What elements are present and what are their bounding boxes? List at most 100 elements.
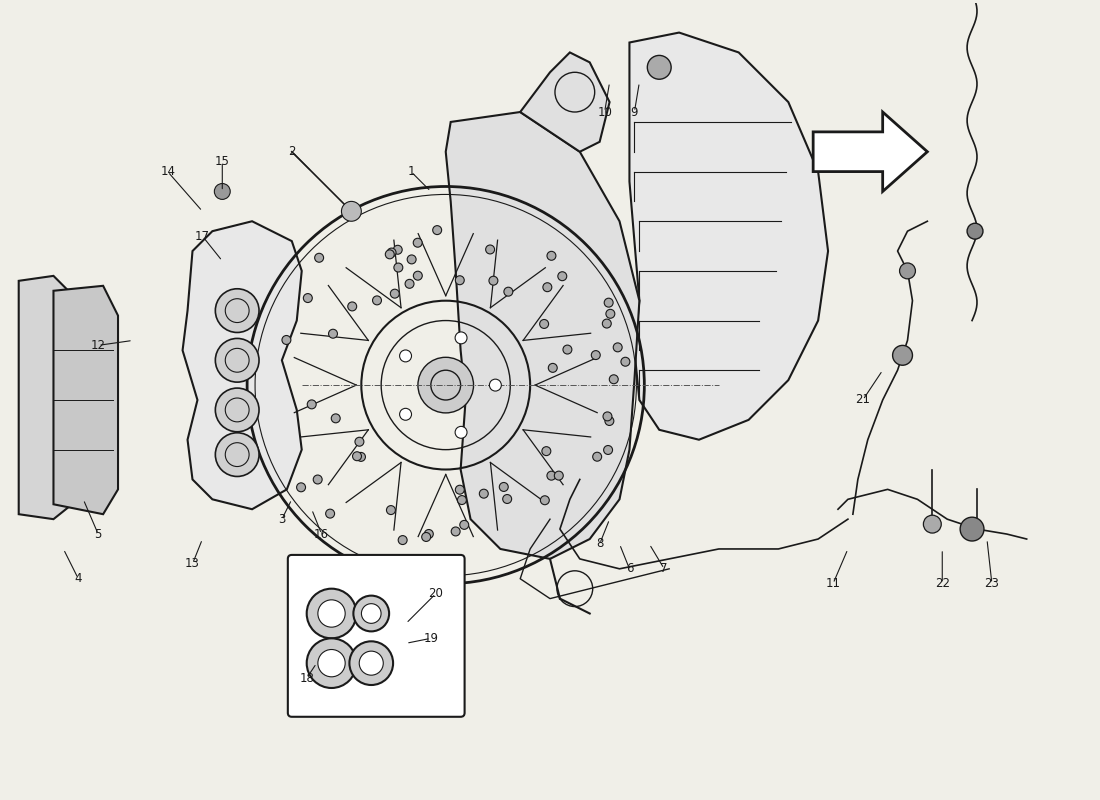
- Text: 23: 23: [984, 578, 999, 590]
- Polygon shape: [446, 112, 639, 559]
- Circle shape: [414, 238, 422, 247]
- Circle shape: [394, 246, 403, 254]
- Circle shape: [282, 335, 290, 345]
- Text: 12: 12: [90, 339, 106, 352]
- Circle shape: [485, 245, 495, 254]
- Circle shape: [900, 263, 915, 279]
- Circle shape: [356, 453, 365, 462]
- Circle shape: [604, 446, 613, 454]
- Text: 18: 18: [299, 671, 315, 685]
- Circle shape: [341, 202, 361, 222]
- Polygon shape: [813, 112, 927, 191]
- Circle shape: [647, 55, 671, 79]
- Circle shape: [399, 350, 411, 362]
- Circle shape: [216, 338, 258, 382]
- Circle shape: [603, 412, 612, 421]
- Text: 10: 10: [597, 106, 612, 118]
- Circle shape: [386, 506, 395, 514]
- Circle shape: [455, 332, 468, 344]
- Circle shape: [355, 438, 364, 446]
- Polygon shape: [54, 286, 118, 514]
- Polygon shape: [520, 53, 609, 152]
- Circle shape: [613, 343, 623, 352]
- Circle shape: [216, 388, 258, 432]
- Text: 17: 17: [195, 230, 210, 242]
- Polygon shape: [183, 222, 301, 510]
- Circle shape: [399, 408, 411, 420]
- Circle shape: [488, 276, 498, 285]
- Circle shape: [543, 282, 552, 292]
- Circle shape: [360, 651, 383, 675]
- Circle shape: [563, 345, 572, 354]
- Circle shape: [314, 475, 322, 484]
- Circle shape: [352, 452, 362, 461]
- Circle shape: [214, 183, 230, 199]
- Text: 5: 5: [95, 527, 102, 541]
- Circle shape: [432, 226, 441, 234]
- Text: 22: 22: [935, 578, 949, 590]
- Text: 15: 15: [214, 155, 230, 168]
- Circle shape: [307, 400, 316, 409]
- Circle shape: [425, 530, 433, 538]
- Circle shape: [394, 263, 403, 272]
- Circle shape: [460, 521, 469, 530]
- Circle shape: [297, 483, 306, 492]
- Circle shape: [455, 276, 464, 285]
- Circle shape: [418, 358, 473, 413]
- Circle shape: [609, 375, 618, 384]
- Circle shape: [490, 379, 502, 391]
- Text: 16: 16: [315, 527, 329, 541]
- Text: 7: 7: [660, 562, 668, 575]
- Polygon shape: [629, 33, 828, 440]
- Circle shape: [318, 600, 345, 627]
- Circle shape: [398, 536, 407, 545]
- Text: 4: 4: [75, 572, 82, 586]
- Circle shape: [554, 471, 563, 480]
- Circle shape: [405, 279, 414, 288]
- Circle shape: [329, 330, 338, 338]
- Circle shape: [216, 289, 258, 333]
- Text: 6: 6: [626, 562, 634, 575]
- Text: 19: 19: [424, 632, 438, 645]
- Text: 11: 11: [825, 578, 840, 590]
- Text: 21: 21: [856, 394, 870, 406]
- Circle shape: [547, 471, 556, 480]
- Text: 14: 14: [161, 165, 175, 178]
- Circle shape: [480, 490, 488, 498]
- Circle shape: [216, 433, 258, 477]
- Circle shape: [350, 642, 393, 685]
- Circle shape: [504, 287, 513, 296]
- Circle shape: [593, 452, 602, 461]
- Circle shape: [348, 302, 356, 311]
- Circle shape: [353, 596, 389, 631]
- Circle shape: [620, 358, 630, 366]
- Circle shape: [307, 589, 356, 638]
- Circle shape: [326, 509, 334, 518]
- FancyBboxPatch shape: [288, 555, 464, 717]
- Circle shape: [499, 482, 508, 491]
- Circle shape: [458, 495, 466, 505]
- Circle shape: [318, 650, 345, 677]
- Circle shape: [407, 255, 416, 264]
- Circle shape: [421, 533, 430, 542]
- Circle shape: [390, 289, 399, 298]
- Circle shape: [603, 319, 612, 328]
- Circle shape: [606, 310, 615, 318]
- Circle shape: [605, 417, 614, 426]
- Circle shape: [542, 446, 551, 456]
- Circle shape: [307, 638, 356, 688]
- Circle shape: [503, 494, 512, 503]
- Polygon shape: [19, 276, 78, 519]
- Circle shape: [592, 350, 601, 359]
- Circle shape: [547, 251, 556, 260]
- Text: 2: 2: [288, 146, 296, 158]
- Text: 3: 3: [278, 513, 286, 526]
- Circle shape: [385, 250, 394, 259]
- Circle shape: [558, 272, 566, 281]
- Circle shape: [548, 363, 558, 372]
- Circle shape: [451, 527, 460, 536]
- Circle shape: [315, 254, 323, 262]
- Circle shape: [373, 296, 382, 305]
- Circle shape: [604, 298, 613, 307]
- Circle shape: [387, 248, 396, 257]
